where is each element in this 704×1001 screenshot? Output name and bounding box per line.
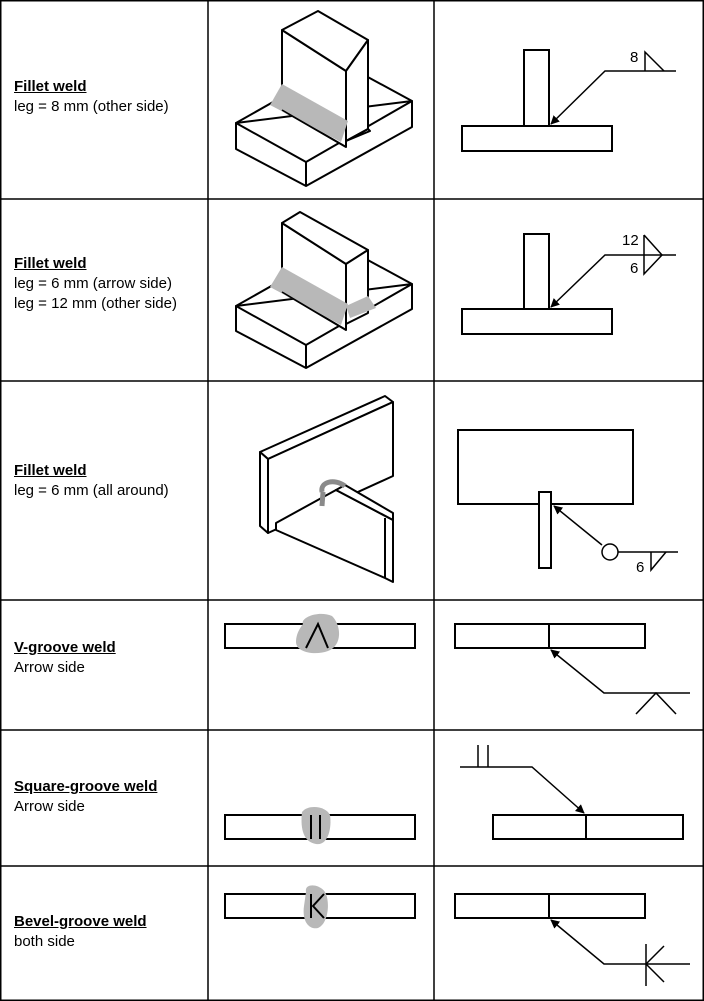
row-6-illustration (224, 885, 416, 929)
row-5-illustration (224, 806, 416, 845)
row-5-symbol (460, 745, 684, 840)
row-2-symbol (461, 233, 676, 335)
row-4-symbol (454, 623, 690, 715)
weld-bead (270, 267, 348, 325)
row-1-symbol (461, 49, 676, 152)
row-3-isometric (259, 395, 394, 583)
row-2-line-2: leg = 12 mm (other side) (14, 295, 177, 312)
row-4-line-1: Arrow side (14, 659, 85, 676)
row-5-title: Square-groove weld (14, 778, 158, 795)
row-1-text: Fillet weld leg = 8 mm (other side) (14, 77, 204, 117)
weld-bead (270, 84, 348, 142)
row-1-title: Fillet weld (14, 78, 87, 95)
row-3-text: Fillet weld leg = 6 mm (all around) (14, 461, 204, 501)
weld-bead (346, 296, 376, 318)
row-4-text: V-groove weld Arrow side (14, 638, 204, 678)
row-6-line-1: both side (14, 933, 75, 950)
weld-bead (296, 613, 340, 654)
row-6-title: Bevel-groove weld (14, 913, 147, 930)
row-4-title: V-groove weld (14, 639, 116, 656)
row-2-dim-other: 12 (622, 232, 639, 249)
row-1-isometric (235, 10, 413, 187)
row-2-title: Fillet weld (14, 255, 87, 272)
row-3-dim: 6 (636, 559, 644, 576)
row-3-title: Fillet weld (14, 462, 87, 479)
row-3-line-1: leg = 6 mm (all around) (14, 482, 169, 499)
row-1-line-1: leg = 8 mm (other side) (14, 98, 169, 115)
row-2-isometric (235, 211, 413, 369)
weld-bead (303, 885, 328, 929)
weld-bead (319, 479, 347, 493)
row-6-symbol (454, 893, 690, 986)
row-3-symbol (457, 429, 678, 573)
row-5-text: Square-groove weld Arrow side (14, 777, 204, 817)
row-1-dim-other: 8 (630, 49, 638, 66)
row-2-dim-arrow: 6 (630, 260, 638, 277)
row-2-line-1: leg = 6 mm (arrow side) (14, 275, 172, 292)
all-around-circle-symbol (601, 543, 619, 561)
row-5-line-1: Arrow side (14, 798, 85, 815)
weld-bead (301, 806, 331, 845)
row-2-text: Fillet weld leg = 6 mm (arrow side) leg … (14, 254, 204, 314)
row-4-illustration (224, 613, 416, 654)
row-6-text: Bevel-groove weld both side (14, 912, 204, 952)
